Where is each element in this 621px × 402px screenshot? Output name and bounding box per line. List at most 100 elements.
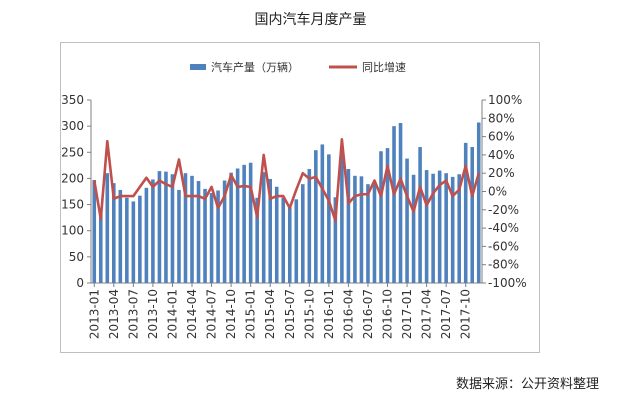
line-series xyxy=(92,138,480,223)
bar xyxy=(144,187,149,283)
bar xyxy=(314,150,318,283)
bar xyxy=(151,179,155,283)
x-tick-label: 2013-07 xyxy=(126,289,140,339)
bar xyxy=(437,170,442,283)
bar xyxy=(248,162,253,283)
bar xyxy=(320,144,325,283)
right-tick-label: 100% xyxy=(488,93,522,107)
x-tick-label: 2014-04 xyxy=(185,289,199,339)
bar xyxy=(457,174,461,283)
x-tick-label: 2014-10 xyxy=(224,289,238,339)
right-tick-label: 20% xyxy=(488,166,515,180)
bar xyxy=(424,170,429,283)
bar xyxy=(411,174,416,283)
bar xyxy=(209,193,214,283)
bar xyxy=(131,201,136,283)
left-tick-label: 250 xyxy=(61,145,84,159)
bar xyxy=(157,171,162,283)
bar xyxy=(294,199,299,283)
bar xyxy=(203,188,207,283)
growth-line xyxy=(92,138,480,223)
left-tick-label: 100 xyxy=(61,224,84,238)
right-tick-label: -40% xyxy=(488,221,519,235)
bar xyxy=(190,175,194,283)
right-tick-label: -100% xyxy=(488,276,527,290)
x-tick-label: 2016-10 xyxy=(381,289,395,339)
bar xyxy=(138,195,142,283)
right-tick-label: -60% xyxy=(488,239,519,253)
x-tick-label: 2015-07 xyxy=(283,289,297,339)
chart-frame xyxy=(60,42,540,353)
legend-line-label: 同比增速 xyxy=(362,60,406,74)
x-tick-label: 2016-01 xyxy=(322,289,336,339)
x-tick-label: 2014-07 xyxy=(205,289,219,339)
left-tick-label: 0 xyxy=(76,276,84,290)
bar xyxy=(340,154,344,283)
bar xyxy=(268,178,273,283)
x-tick-label: 2017-04 xyxy=(420,289,434,339)
x-tick-label: 2015-01 xyxy=(244,289,258,339)
right-tick-label: 80% xyxy=(488,111,515,125)
bar xyxy=(333,197,338,283)
source-note: 数据来源：公开资料整理 xyxy=(455,377,599,392)
bar xyxy=(431,173,435,283)
bar xyxy=(183,173,188,283)
bar xyxy=(281,197,286,283)
bar xyxy=(476,122,481,284)
bar xyxy=(353,175,357,283)
bar xyxy=(366,184,370,283)
bar xyxy=(170,174,175,283)
x-tick-label: 2015-10 xyxy=(302,289,316,339)
bar xyxy=(398,123,403,284)
x-tick-label: 2017-07 xyxy=(439,289,453,339)
bar xyxy=(112,183,116,283)
bar xyxy=(118,189,123,283)
bar xyxy=(346,169,351,283)
bar xyxy=(372,183,377,283)
x-tick-label: 2013-01 xyxy=(87,289,101,339)
bar xyxy=(92,179,97,283)
chart-title: 国内汽车月度产量 xyxy=(254,12,367,28)
x-tick-label: 2017-10 xyxy=(459,289,473,339)
bar xyxy=(125,197,129,283)
bar xyxy=(307,169,312,283)
bar xyxy=(327,154,331,283)
bar xyxy=(450,176,455,283)
bar xyxy=(255,197,259,283)
right-tick-label: 0% xyxy=(488,185,507,199)
chart-legend: 汽车产量（万辆） 同比增速 xyxy=(190,60,406,74)
bar xyxy=(261,172,266,283)
left-tick-label: 150 xyxy=(61,198,84,212)
bar xyxy=(287,204,292,283)
bar xyxy=(359,176,364,283)
x-tick-label: 2014-01 xyxy=(165,289,179,339)
right-tick-label: -80% xyxy=(488,258,519,272)
x-tick-label: 2016-04 xyxy=(341,289,355,339)
bar xyxy=(392,126,396,284)
bar xyxy=(385,148,390,283)
right-tick-label: 40% xyxy=(488,148,515,162)
bar xyxy=(463,142,468,283)
left-tick-label: 200 xyxy=(61,171,84,185)
bar xyxy=(229,172,233,283)
bar xyxy=(222,180,227,283)
left-tick-label: 300 xyxy=(61,119,84,133)
chart-axes: 0 50 100 150 200 250 300 350 -100% -80% -60% -40% -2… xyxy=(61,93,527,339)
bar xyxy=(444,173,448,283)
bar xyxy=(470,147,475,283)
bar xyxy=(216,190,220,283)
left-tick-label: 350 xyxy=(61,93,84,107)
left-tick-label: 50 xyxy=(69,250,84,264)
x-tick-label: 2016-07 xyxy=(361,289,375,339)
bar xyxy=(242,164,246,283)
bar xyxy=(235,168,240,283)
x-tick-label: 2013-04 xyxy=(107,289,121,339)
bar xyxy=(164,171,168,283)
right-tick-label: 60% xyxy=(488,130,515,144)
bar xyxy=(379,151,383,283)
bar-series xyxy=(92,122,481,284)
bar xyxy=(300,184,305,283)
bar xyxy=(274,186,279,283)
x-tick-label: 2015-04 xyxy=(263,289,277,339)
